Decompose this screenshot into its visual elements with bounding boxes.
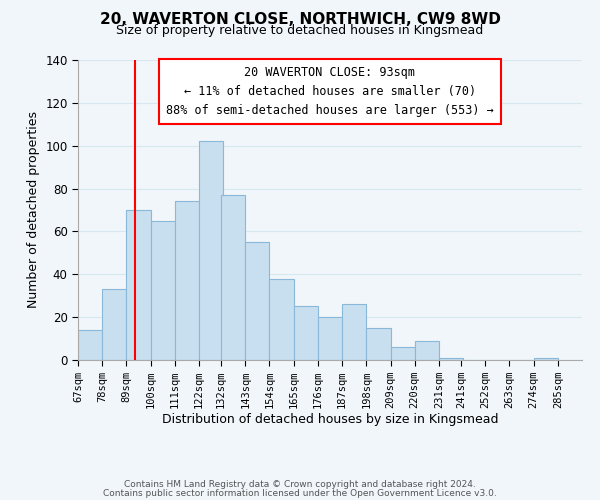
Bar	[318, 317, 342, 360]
Bar	[78, 330, 102, 360]
Bar	[415, 340, 439, 360]
Bar	[102, 290, 127, 360]
Bar	[221, 195, 245, 360]
Bar	[391, 347, 415, 360]
Y-axis label: Number of detached properties: Number of detached properties	[26, 112, 40, 308]
Bar	[199, 142, 223, 360]
Bar	[151, 220, 175, 360]
Text: Contains public sector information licensed under the Open Government Licence v3: Contains public sector information licen…	[103, 488, 497, 498]
Bar	[367, 328, 391, 360]
Bar	[293, 306, 318, 360]
Bar	[439, 358, 463, 360]
Bar	[245, 242, 269, 360]
Text: Contains HM Land Registry data © Crown copyright and database right 2024.: Contains HM Land Registry data © Crown c…	[124, 480, 476, 489]
X-axis label: Distribution of detached houses by size in Kingsmead: Distribution of detached houses by size …	[162, 414, 498, 426]
Bar	[175, 202, 199, 360]
Text: 20 WAVERTON CLOSE: 93sqm
← 11% of detached houses are smaller (70)
88% of semi-d: 20 WAVERTON CLOSE: 93sqm ← 11% of detach…	[166, 66, 494, 117]
Bar	[127, 210, 151, 360]
Text: Size of property relative to detached houses in Kingsmead: Size of property relative to detached ho…	[116, 24, 484, 37]
Bar	[269, 278, 293, 360]
Bar	[533, 358, 558, 360]
Bar	[342, 304, 367, 360]
Text: 20, WAVERTON CLOSE, NORTHWICH, CW9 8WD: 20, WAVERTON CLOSE, NORTHWICH, CW9 8WD	[100, 12, 500, 28]
